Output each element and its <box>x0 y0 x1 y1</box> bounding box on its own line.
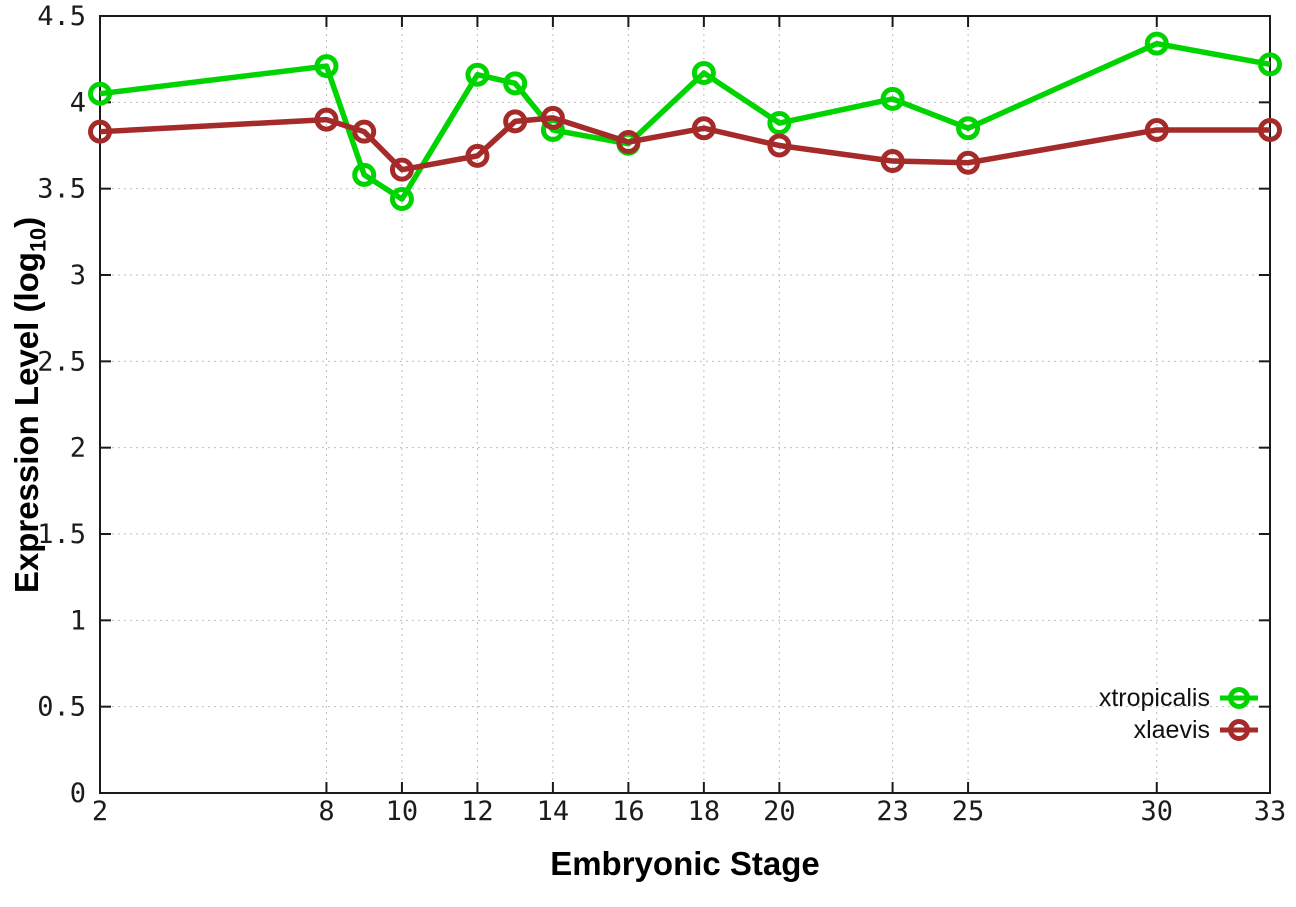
y-tick-label: 4.5 <box>37 1 86 32</box>
data-point-xlaevis <box>352 119 377 144</box>
x-tick-label: 30 <box>1141 796 1174 827</box>
x-tick-label: 8 <box>318 796 334 827</box>
data-point-xlaevis <box>88 119 112 144</box>
legend: xtropicalis xlaevis <box>1099 684 1258 744</box>
data-point-xtropicalis <box>767 111 792 136</box>
data-point-xtropicalis <box>389 187 414 212</box>
y-tick-label: 1.5 <box>37 519 86 550</box>
x-tick-label: 2 <box>92 796 108 827</box>
data-point-xlaevis <box>503 109 528 134</box>
data-point-xtropicalis <box>880 86 905 111</box>
x-tick-label: 18 <box>688 796 721 827</box>
x-tick-label: 25 <box>952 796 985 827</box>
data-point-xlaevis <box>691 116 716 141</box>
data-point-xlaevis <box>616 130 641 155</box>
y-tick-label: 4 <box>70 87 86 118</box>
y-axis-title: Expression Level (log10) <box>8 217 52 593</box>
y-tick-label: 1 <box>70 605 86 636</box>
data-point-xtropicalis <box>88 81 112 106</box>
x-tick-label: 10 <box>386 796 419 827</box>
data-point-xlaevis <box>389 157 414 182</box>
data-point-xtropicalis <box>1144 31 1169 56</box>
y-tick-label: 2 <box>70 433 86 464</box>
data-point-xtropicalis <box>691 60 716 85</box>
data-point-xlaevis <box>956 150 981 175</box>
data-point-xlaevis <box>1258 117 1282 142</box>
data-point-xlaevis <box>880 149 905 174</box>
data-point-xlaevis <box>767 133 792 158</box>
x-tick-label: 16 <box>612 796 645 827</box>
y-tick-label: 0 <box>70 778 86 809</box>
x-tick-label: 12 <box>461 796 494 827</box>
legend-label-xtropicalis: xtropicalis <box>1098 684 1210 712</box>
y-axis-title-text: Expression Level (log <box>8 252 45 594</box>
y-tick-label: 3 <box>70 260 86 291</box>
data-point-xtropicalis <box>465 62 490 87</box>
x-tick-label: 33 <box>1254 796 1287 827</box>
data-point-xtropicalis <box>1258 52 1282 77</box>
y-axis-title-suffix: ) <box>8 216 45 228</box>
x-tick-label: 23 <box>876 796 909 827</box>
data-point-xlaevis <box>314 107 339 132</box>
data-point-xlaevis <box>1144 117 1169 142</box>
x-axis-title: Embryonic Stage <box>550 845 820 882</box>
data-point-xtropicalis <box>352 162 377 187</box>
y-tick-label: 2.5 <box>37 346 86 377</box>
data-point-xtropicalis <box>503 71 528 96</box>
legend-item-xlaevis: xlaevis <box>1134 716 1258 744</box>
data-point-xlaevis <box>540 105 565 130</box>
y-axis-title-subscript: 10 <box>25 227 51 253</box>
y-tick-label: 3.5 <box>37 174 86 205</box>
x-tick-label: 20 <box>763 796 796 827</box>
legend-marker-xlaevis <box>1220 717 1258 743</box>
data-point-xtropicalis <box>314 54 339 79</box>
data-point-xtropicalis <box>956 116 981 141</box>
x-tick-label: 14 <box>537 796 570 827</box>
y-tick-label: 0.5 <box>37 692 86 723</box>
data-point-xlaevis <box>465 143 490 168</box>
legend-item-xtropicalis: xtropicalis <box>1099 684 1258 712</box>
series-line-xlaevis <box>99 115 1270 173</box>
plot-border <box>99 15 1271 794</box>
legend-marker-xtropicalis <box>1220 685 1258 711</box>
legend-label-xlaevis: xlaevis <box>1133 716 1210 744</box>
